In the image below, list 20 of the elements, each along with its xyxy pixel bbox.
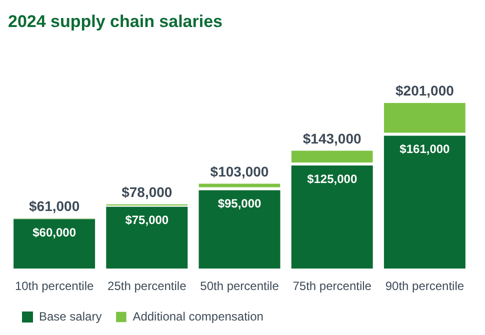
x-tick-label: 10th percentile [14, 279, 94, 294]
total-label: $78,000 [122, 184, 172, 200]
bar [14, 219, 96, 269]
total-label: $201,000 [395, 82, 454, 99]
x-tick-label: 90th percentile [385, 279, 464, 294]
data-label: $95,000 [218, 196, 262, 211]
legend-label: Additional compensation [132, 309, 264, 324]
total-label: $143,000 [302, 130, 362, 147]
data-label: $60,000 [32, 225, 76, 240]
total-label: $61,000 [28, 198, 80, 214]
x-tick-label: 25th percentile [108, 279, 187, 294]
data-label: $75,000 [125, 213, 169, 228]
legend-label: Base salary [39, 309, 102, 324]
chart-title: 2024 supply chain salaries [8, 12, 223, 31]
data-label: $161,000 [400, 142, 450, 156]
x-tick-label: 75th percentile [292, 279, 372, 294]
bar [106, 206, 188, 269]
total-label: $103,000 [210, 164, 269, 180]
data-label: $125,000 [307, 172, 358, 186]
x-tick-label: 50th percentile [200, 279, 280, 294]
